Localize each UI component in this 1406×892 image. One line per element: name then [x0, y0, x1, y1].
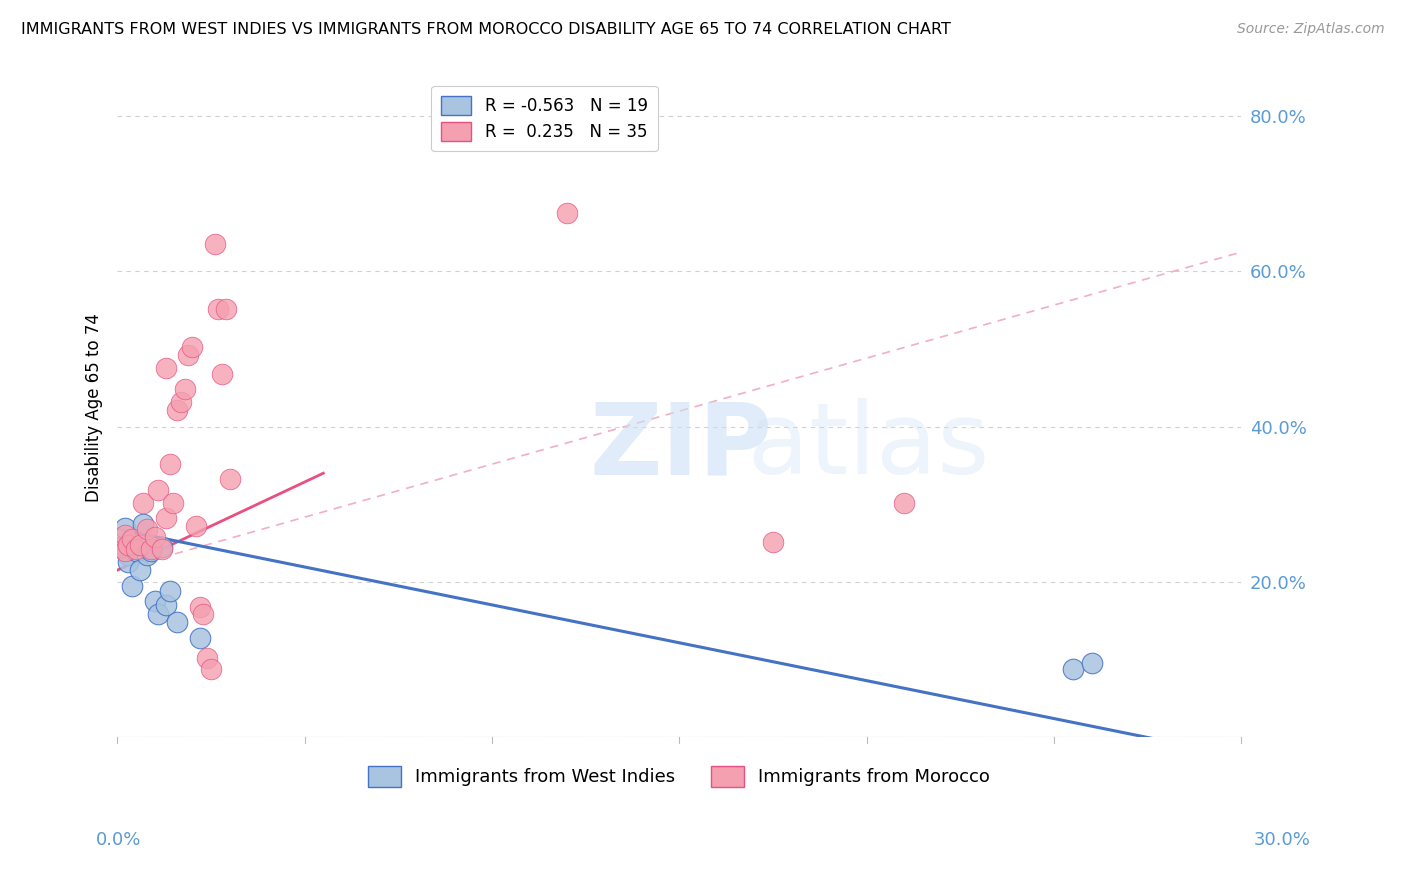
Point — [555, 206, 578, 220]
Point — [200, 662, 222, 676]
Text: 0.0%: 0.0% — [96, 831, 141, 849]
Point — [170, 394, 193, 409]
Point — [117, 548, 139, 562]
Text: IMMIGRANTS FROM WEST INDIES VS IMMIGRANTS FROM MOROCCO DISABILITY AGE 65 TO 74 C: IMMIGRANTS FROM WEST INDIES VS IMMIGRANT… — [21, 22, 950, 37]
Point — [128, 563, 150, 577]
Point — [132, 516, 155, 531]
Point — [159, 584, 181, 599]
Point — [211, 367, 233, 381]
Point — [893, 496, 915, 510]
Point — [139, 544, 162, 558]
Point — [173, 383, 195, 397]
Point — [132, 496, 155, 510]
Point — [762, 534, 785, 549]
Text: atlas: atlas — [589, 399, 990, 495]
Point — [128, 538, 150, 552]
Point — [215, 301, 238, 316]
Point — [188, 631, 211, 645]
Point — [177, 348, 200, 362]
Text: ZIP: ZIP — [589, 399, 772, 495]
Point — [139, 542, 162, 557]
Legend: Immigrants from West Indies, Immigrants from Morocco: Immigrants from West Indies, Immigrants … — [361, 759, 997, 794]
Point — [136, 548, 159, 562]
Point — [193, 607, 215, 622]
Point — [114, 528, 136, 542]
Point — [188, 599, 211, 614]
Point — [143, 594, 166, 608]
Point — [125, 544, 148, 558]
Point — [218, 472, 240, 486]
Point — [114, 544, 136, 558]
Point — [195, 651, 218, 665]
Point — [166, 402, 188, 417]
Point — [136, 522, 159, 536]
Point — [125, 542, 148, 557]
Point — [162, 496, 184, 510]
Point — [110, 540, 132, 554]
Point — [150, 540, 173, 554]
Point — [184, 519, 207, 533]
Point — [155, 598, 177, 612]
Y-axis label: Disability Age 65 to 74: Disability Age 65 to 74 — [86, 313, 103, 501]
Point — [1062, 662, 1084, 676]
Point — [207, 301, 229, 316]
Point — [117, 538, 139, 552]
Point — [204, 237, 226, 252]
Point — [155, 511, 177, 525]
Point — [155, 361, 177, 376]
Point — [159, 457, 181, 471]
Text: 30.0%: 30.0% — [1254, 831, 1310, 849]
Point — [181, 341, 204, 355]
Point — [110, 540, 132, 554]
Point — [121, 579, 143, 593]
Point — [148, 607, 170, 622]
Point — [150, 542, 173, 557]
Point — [121, 532, 143, 546]
Point — [114, 520, 136, 534]
Point — [1080, 657, 1102, 671]
Point — [117, 556, 139, 570]
Point — [166, 615, 188, 630]
Point — [143, 530, 166, 544]
Point — [148, 483, 170, 498]
Text: Source: ZipAtlas.com: Source: ZipAtlas.com — [1237, 22, 1385, 37]
